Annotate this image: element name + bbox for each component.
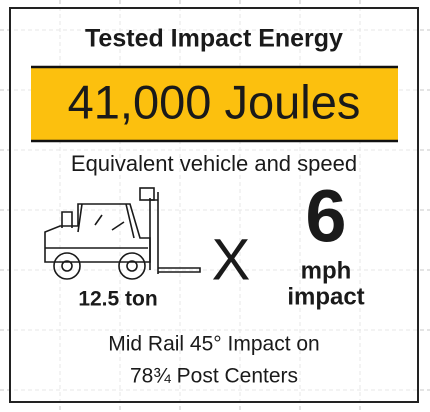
footer-line: Mid Rail 45° Impact on [108, 333, 320, 356]
multiply-sign: X [212, 227, 251, 292]
vehicle-weight: 12.5 ton [78, 288, 157, 311]
title: Tested Impact Energy [85, 25, 343, 53]
footer-line: 78¾ Post Centers [130, 365, 298, 388]
subtitle: Equivalent vehicle and speed [71, 151, 357, 176]
speed-unit: mph [301, 257, 352, 284]
energy-value: 41,000 Joules [68, 75, 361, 128]
infographic: Tested Impact Energy 41,000 Joules Equiv… [0, 0, 430, 412]
speed-value: 6 [305, 175, 346, 258]
speed-label: impact [287, 283, 364, 310]
